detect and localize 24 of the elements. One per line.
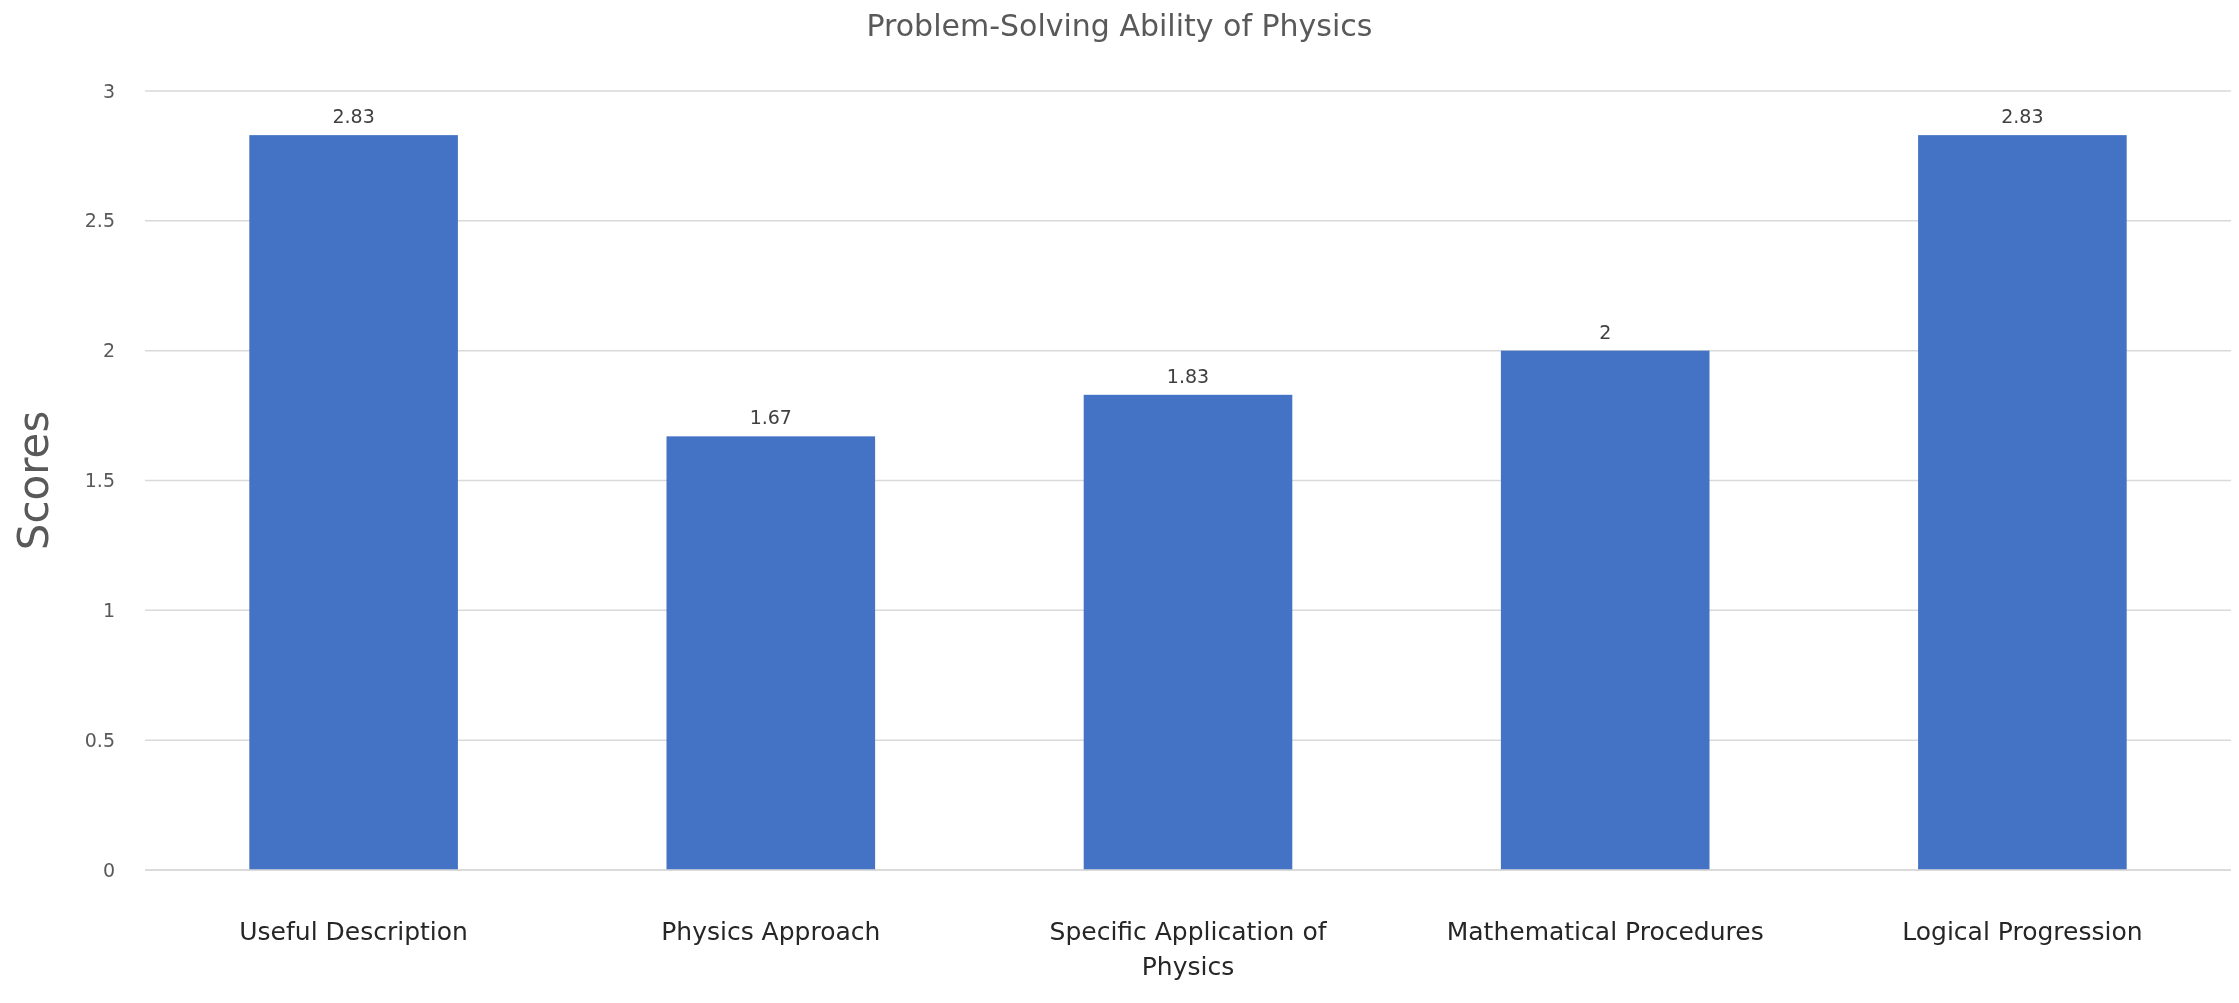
data-label: 1.67 xyxy=(749,406,792,429)
y-tick-label: 3 xyxy=(102,79,115,102)
y-tick-label: 1.5 xyxy=(84,469,115,492)
x-tick-label: Mathematical Procedures xyxy=(1446,916,1764,946)
data-label: 1.83 xyxy=(1166,364,1210,387)
bar xyxy=(1918,135,2127,870)
y-tick-label: 1 xyxy=(102,598,115,621)
x-tick-label: Specific Application of Physics xyxy=(1049,916,1328,981)
y-tick-label: 2.5 xyxy=(84,209,115,232)
bar xyxy=(1083,394,1293,870)
bar xyxy=(249,135,458,870)
bar xyxy=(666,436,876,870)
chart-title: Problem-Solving Ability of Physics xyxy=(866,8,1373,43)
x-tick-label: Physics Approach xyxy=(661,916,881,946)
x-tick-label: Useful Description xyxy=(239,916,468,946)
data-label: 2.83 xyxy=(332,105,375,128)
y-tick-label: 0 xyxy=(102,858,115,881)
x-tick-label: Logical Progression xyxy=(1902,916,2143,946)
y-tick-label: 2 xyxy=(102,339,115,362)
y-tick-label: 0.5 xyxy=(84,728,115,751)
data-label: 2 xyxy=(1599,320,1612,343)
data-label: 2.83 xyxy=(2001,105,2044,128)
bar xyxy=(1500,350,1710,870)
y-axis-title: Scores xyxy=(9,410,58,551)
